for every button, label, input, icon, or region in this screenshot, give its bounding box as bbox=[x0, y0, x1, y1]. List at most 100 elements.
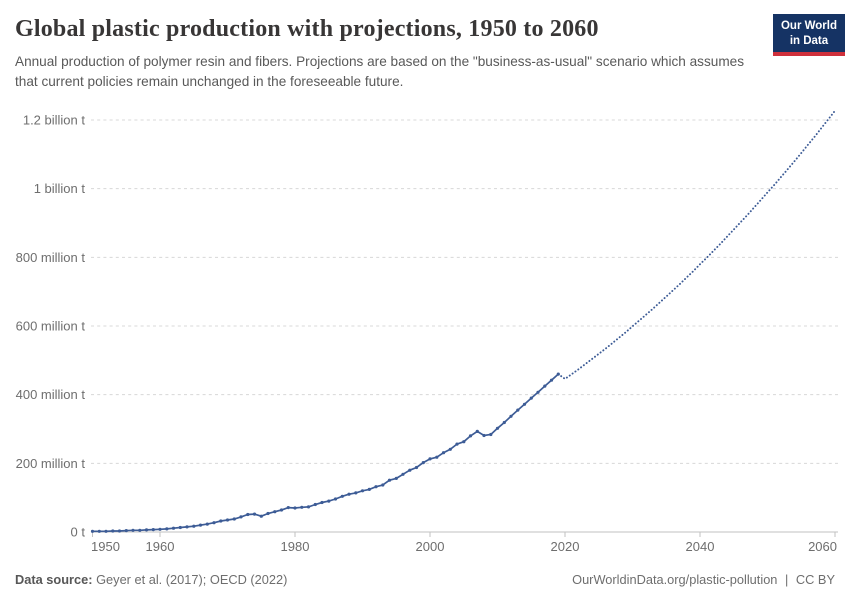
data-point-marker bbox=[232, 517, 236, 521]
data-point-marker bbox=[97, 529, 101, 533]
attribution-note: OurWorldinData.org/plastic-pollution | C… bbox=[572, 572, 835, 587]
data-point-marker bbox=[327, 499, 331, 503]
data-point-marker bbox=[495, 426, 500, 430]
data-point-marker bbox=[178, 525, 182, 530]
footer-separator: | bbox=[785, 572, 789, 587]
data-point-marker bbox=[441, 451, 446, 455]
data-point-marker bbox=[374, 485, 378, 489]
owid-logo: Our World in Data bbox=[772, 14, 845, 56]
chart-header: Global plastic production with projectio… bbox=[15, 16, 755, 91]
owid-logo-line1: Our World bbox=[780, 20, 837, 32]
data-point-marker bbox=[543, 384, 547, 388]
data-point-marker bbox=[124, 529, 128, 533]
data-point-marker bbox=[198, 523, 203, 527]
y-tick-label: 0 t bbox=[71, 525, 86, 540]
data-point-marker bbox=[448, 447, 452, 451]
data-point-marker bbox=[401, 472, 405, 476]
data-point-marker bbox=[252, 512, 257, 516]
data-point-marker bbox=[414, 465, 419, 470]
owid-logo-line2: in Data bbox=[789, 34, 829, 47]
y-tick-label: 1 billion t bbox=[34, 181, 86, 196]
data-point-marker bbox=[273, 510, 277, 514]
data-point-marker bbox=[138, 528, 142, 532]
data-point-marker bbox=[205, 522, 209, 526]
y-tick-label: 600 million t bbox=[16, 319, 86, 334]
data-source-note: Data source: Geyer et al. (2017); OECD (… bbox=[15, 572, 287, 587]
data-point-marker bbox=[219, 519, 223, 523]
data-point-marker bbox=[387, 478, 392, 482]
data-point-marker bbox=[421, 461, 425, 465]
data-point-marker bbox=[313, 502, 317, 507]
data-point-marker bbox=[300, 505, 304, 509]
data-source-value: Geyer et al. (2017); OECD (2022) bbox=[96, 572, 288, 587]
data-point-marker bbox=[185, 525, 189, 529]
data-point-marker bbox=[435, 455, 439, 459]
data-point-marker bbox=[394, 476, 398, 480]
data-point-marker bbox=[475, 429, 479, 433]
data-point-marker bbox=[212, 521, 216, 525]
data-point-marker bbox=[104, 529, 108, 533]
data-point-marker bbox=[333, 497, 338, 501]
data-point-marker bbox=[529, 396, 533, 400]
page-title: Global plastic production with projectio… bbox=[15, 16, 599, 42]
data-point-marker bbox=[111, 529, 115, 533]
data-point-marker bbox=[131, 528, 135, 532]
projection-line bbox=[557, 109, 836, 381]
data-point-marker bbox=[279, 508, 284, 512]
data-point-marker bbox=[367, 487, 371, 491]
data-point-marker bbox=[516, 408, 520, 412]
x-tick-label: 2020 bbox=[551, 539, 580, 554]
data-point-marker bbox=[158, 527, 162, 531]
data-point-marker bbox=[306, 505, 311, 509]
data-point-marker bbox=[482, 433, 486, 438]
data-point-marker bbox=[246, 512, 250, 517]
data-point-marker bbox=[381, 483, 385, 487]
data-point-marker bbox=[117, 529, 122, 533]
x-tick-label: 1950 bbox=[91, 539, 120, 554]
data-point-marker bbox=[293, 506, 297, 510]
x-tick-label: 1960 bbox=[146, 539, 175, 554]
y-tick-label: 1.2 billion t bbox=[23, 113, 86, 128]
data-point-marker bbox=[455, 442, 459, 446]
data-point-marker bbox=[192, 524, 196, 528]
data-point-marker bbox=[171, 526, 176, 530]
data-point-marker bbox=[347, 492, 351, 496]
data-point-marker bbox=[360, 489, 365, 493]
data-point-marker bbox=[549, 378, 554, 382]
x-tick-label: 1980 bbox=[281, 539, 310, 554]
data-point-marker bbox=[144, 528, 149, 532]
data-point-marker bbox=[509, 414, 513, 418]
y-tick-label: 400 million t bbox=[16, 387, 86, 402]
data-point-marker bbox=[151, 528, 155, 532]
chart-footer: Data source: Geyer et al. (2017); OECD (… bbox=[15, 572, 835, 587]
data-point-marker bbox=[225, 518, 230, 522]
x-tick-label: 2060 bbox=[808, 539, 837, 554]
x-tick-label: 2000 bbox=[416, 539, 445, 554]
data-point-marker bbox=[408, 468, 412, 472]
data-point-marker bbox=[502, 420, 506, 425]
chart-subtitle: Annual production of polymer resin and f… bbox=[15, 54, 744, 89]
data-point-marker bbox=[90, 529, 95, 533]
data-point-marker bbox=[536, 390, 540, 394]
data-point-marker bbox=[522, 402, 527, 406]
data-point-marker bbox=[340, 494, 344, 498]
data-point-marker bbox=[462, 440, 466, 444]
data-point-marker bbox=[286, 506, 290, 510]
data-point-marker bbox=[165, 527, 169, 531]
data-source-label: Data source: bbox=[15, 572, 93, 587]
license-label: CC BY bbox=[795, 572, 835, 587]
data-point-marker bbox=[354, 491, 358, 495]
history-line bbox=[92, 373, 559, 533]
data-point-marker bbox=[468, 434, 473, 438]
data-point-marker bbox=[266, 511, 270, 516]
data-point-marker bbox=[428, 457, 432, 461]
owid-url-link[interactable]: OurWorldinData.org/plastic-pollution bbox=[572, 572, 778, 587]
y-tick-label: 200 million t bbox=[16, 456, 86, 471]
data-point-marker bbox=[489, 432, 493, 437]
data-point-marker bbox=[259, 514, 263, 518]
y-tick-label: 800 million t bbox=[16, 250, 86, 265]
data-point-marker bbox=[320, 500, 324, 505]
x-tick-label: 2040 bbox=[686, 539, 715, 554]
